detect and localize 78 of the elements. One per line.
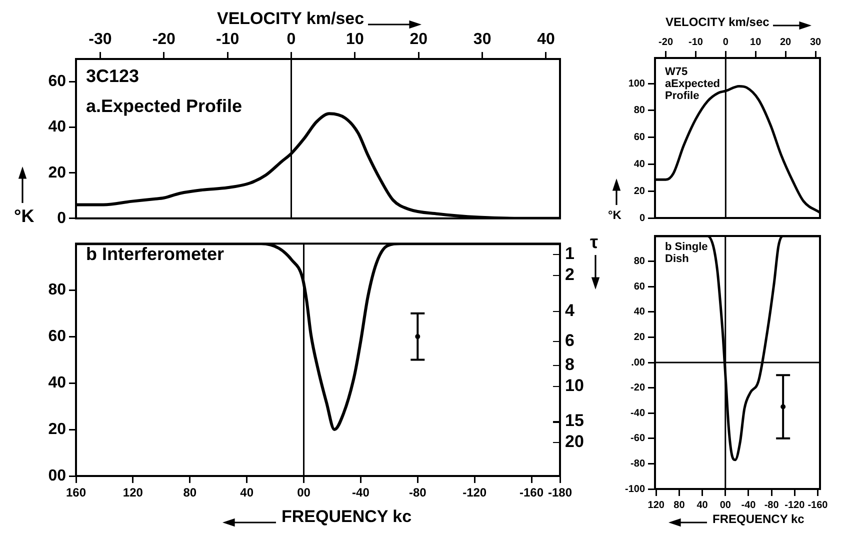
x-tick-label: 10 <box>346 30 364 48</box>
text: 10 <box>565 376 584 396</box>
y-tick-label: 80 <box>48 281 66 298</box>
y-tick-label: 60 <box>634 281 646 292</box>
x-tick-label: 40 <box>696 500 708 511</box>
text: 15 <box>565 411 584 431</box>
annotation: b Interferometer <box>86 244 224 265</box>
x-tick-label: 80 <box>183 486 197 500</box>
y-tick-label: 40 <box>48 374 66 392</box>
x-tick-label: -160 <box>520 486 544 500</box>
x-tick-label: 00 <box>297 486 311 500</box>
y-tick-label: -40 <box>630 408 646 419</box>
y-tick-label: 100 <box>628 78 646 90</box>
x-tick-label: 0 <box>722 36 729 48</box>
y-tick-label: 80 <box>634 256 646 268</box>
y-tick-label: .00 <box>631 357 646 368</box>
y-tick-label: 0 <box>639 212 646 224</box>
x-tick-label: -10 <box>216 30 240 48</box>
y-tick-label: 20 <box>48 420 66 438</box>
y-axis-title: °K <box>14 206 34 227</box>
x-tick-label: 20 <box>780 36 792 48</box>
y-tick-label: 40 <box>48 118 66 136</box>
x-tick-label: -30 <box>88 30 112 48</box>
x-tick-label: 80 <box>674 500 686 511</box>
y-tick-label: 40 <box>634 306 646 318</box>
y-tick-label: 60 <box>634 132 646 144</box>
x-tick-label: -40 <box>741 500 756 511</box>
annotation: W75 <box>665 66 688 78</box>
x-tick-label: 40 <box>240 486 254 500</box>
x-tick-label: -80 <box>764 500 780 511</box>
text: 8 <box>565 355 574 375</box>
text: 20 <box>565 432 584 452</box>
x-tick-label: -160 <box>808 500 828 511</box>
x-tick-label: 120 <box>122 486 144 500</box>
x-tick-label: -120 <box>462 486 487 500</box>
x-tick-label: 160 <box>66 486 86 500</box>
text: 2 <box>565 265 574 285</box>
y-tick-label: 80 <box>634 105 646 116</box>
x-tick-label: -40 <box>352 486 370 500</box>
x-axis-title: FREQUENCY kc <box>712 512 804 526</box>
x-tick-label: 10 <box>750 36 762 48</box>
x-tick-label: -120 <box>784 500 806 511</box>
y2-axis-title: τ <box>590 232 598 253</box>
y-tick-label: 0 <box>57 210 66 227</box>
annotation: 3C123 <box>86 66 140 87</box>
x-axis-title: FREQUENCY kc <box>282 507 412 526</box>
y-tick-label: -60 <box>630 433 646 444</box>
annotation: b Single Dish <box>665 241 709 266</box>
x-axis-title: VELOCITY km/sec <box>217 9 364 28</box>
y-tick-label: 20 <box>634 186 646 197</box>
x-tick-label: 30 <box>473 30 492 48</box>
x-tick-label: 120 <box>648 500 665 511</box>
text: 1 <box>565 244 574 264</box>
y-tick-label: -20 <box>630 382 646 394</box>
x-tick-label: -80 <box>408 486 427 500</box>
y-tick-label: 20 <box>48 164 66 182</box>
x-tick-label: 0 <box>286 30 296 48</box>
x-tick-label: 40 <box>537 30 555 48</box>
x-tick-label: 20 <box>410 30 428 48</box>
y-tick-label: 60 <box>48 328 66 345</box>
x-tick-label: -10 <box>688 36 704 48</box>
x-tick-label: -180 <box>548 486 572 500</box>
y-tick-label: -100 <box>624 484 646 495</box>
text: 6 <box>565 330 574 351</box>
annotation: aExpected Profile <box>665 78 722 102</box>
y-axis-title: °K <box>608 208 622 222</box>
x-tick-label: 00 <box>720 500 732 511</box>
y-tick-label: 60 <box>48 73 66 90</box>
x-tick-label: -20 <box>152 30 176 48</box>
y-tick-label: 20 <box>634 332 646 343</box>
y-tick-label: -80 <box>630 458 646 470</box>
annotation: a.Expected Profile <box>86 96 242 117</box>
y-tick-label: 40 <box>634 158 646 170</box>
text: 4 <box>565 300 574 321</box>
y-tick-label: 00 <box>48 467 66 484</box>
x-axis-title: VELOCITY km/sec <box>666 15 770 29</box>
x-tick-label: -20 <box>658 36 674 48</box>
x-tick-label: 30 <box>810 36 822 48</box>
